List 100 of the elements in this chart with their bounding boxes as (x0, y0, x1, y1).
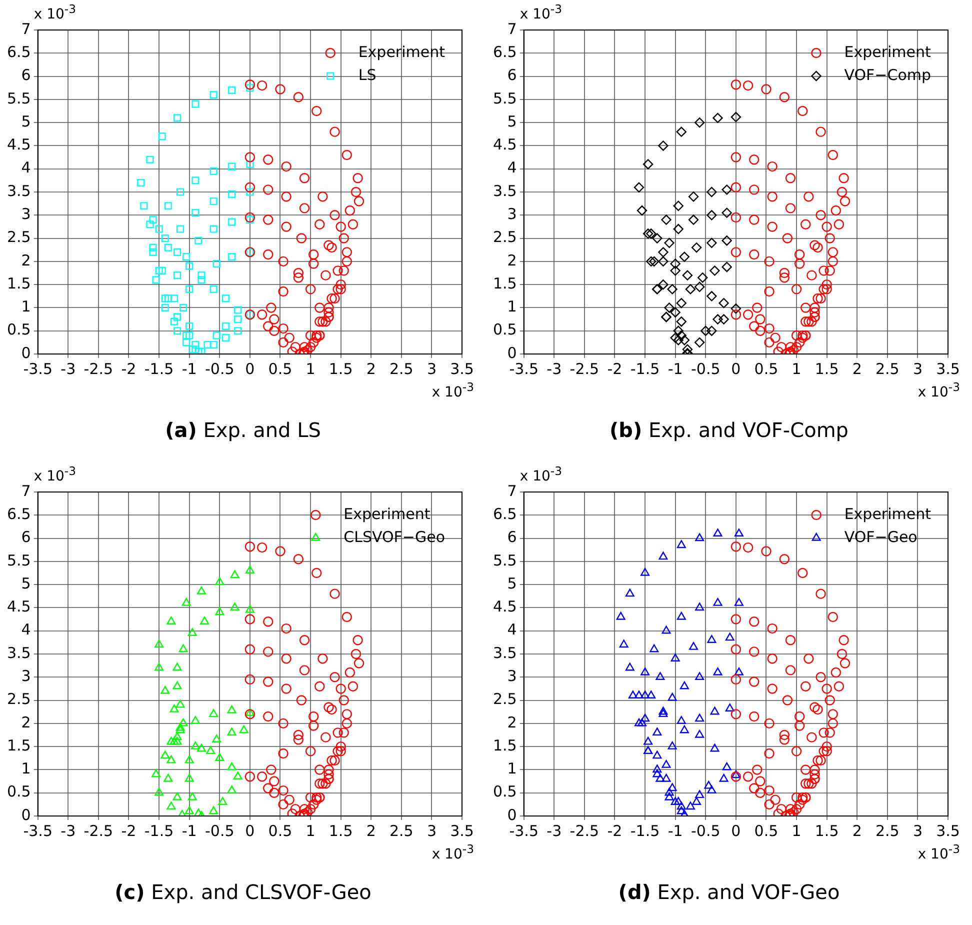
point (215, 607, 224, 616)
y-tick-label: 6.5 (492, 505, 517, 524)
point (245, 604, 254, 613)
point (178, 718, 188, 726)
y-tick-label: 6 (507, 66, 517, 84)
x-tick-label: 3 (426, 822, 436, 840)
point (160, 750, 170, 759)
y-tick-label: 4 (507, 620, 517, 639)
x-tick-label: 2.5 (389, 360, 414, 378)
x-tick-label: -3 (60, 822, 76, 840)
point (245, 566, 254, 574)
y-tick-label: 2 (507, 251, 517, 270)
x-tick-label: -2.5 (84, 360, 114, 378)
text: (b) Exp. and VOF-Comp (608, 418, 850, 442)
x-tick-label: 2.5 (875, 822, 900, 840)
y-tick-label: 4 (21, 158, 31, 177)
point (196, 586, 206, 594)
y-tick-label: 5 (21, 574, 31, 592)
y-tick-label: 7 (507, 482, 517, 500)
x-tick-label: 3.5 (936, 360, 960, 378)
y-tick-label: 3 (21, 667, 31, 686)
x-tick-label: -3 (546, 360, 562, 378)
y-tick-label: 3.5 (492, 182, 517, 200)
x-tick-label: 0.5 (754, 822, 778, 840)
point (227, 785, 236, 794)
x-tick-label: -1.5 (144, 822, 174, 840)
y-tick-label: 6.5 (492, 43, 517, 62)
point (194, 808, 203, 816)
point (176, 700, 185, 708)
point (166, 736, 176, 745)
x-tick-label: 3.5 (936, 822, 960, 840)
x-tick-label: -3.5 (509, 822, 538, 840)
x-axis-title: x 10$^{-3}$ (918, 380, 960, 401)
legend-label: Experiment (844, 42, 931, 61)
point (154, 662, 164, 671)
y-tick-label: 5 (507, 574, 517, 592)
x-tick-label: -1.5 (630, 822, 660, 840)
y-tick-label: 0.5 (6, 782, 31, 801)
point (164, 774, 173, 782)
y-tick-label: 7 (507, 20, 517, 38)
x-tick-label: 2 (852, 360, 862, 378)
point (209, 806, 218, 814)
y-tick-label: 7 (21, 20, 31, 38)
x-tick-label: -2 (607, 822, 622, 840)
legend-label: LS (358, 66, 376, 84)
point (188, 792, 197, 800)
point (209, 709, 218, 718)
y-tick-label: 0.5 (6, 320, 31, 339)
y-tick-label: 3.5 (492, 644, 517, 662)
x-tick-label: 1 (306, 360, 316, 378)
point (188, 628, 197, 636)
y-tick-label: 5.5 (6, 89, 31, 108)
x-tick-label: 1.5 (814, 360, 839, 378)
x-tick-label: -1 (668, 822, 683, 840)
y-tick-label: 3.5 (6, 644, 31, 662)
y-tick-label: 1 (507, 298, 517, 316)
x-tick-label: 1.5 (328, 360, 353, 378)
legend-label: CLSVOF−Geo (344, 528, 446, 546)
y-tick-label: 6.5 (6, 43, 31, 62)
y-tick-label: 1.5 (492, 736, 517, 754)
y-tick-label: 1 (507, 760, 517, 778)
x-tick-label: 3 (912, 822, 922, 840)
y-tick-label: 5 (21, 112, 31, 130)
x-tick-label: 2 (366, 822, 376, 840)
x-tick-label: -1.5 (144, 360, 174, 378)
y-tick-label: 3 (507, 205, 517, 224)
y-tick-label: 4.5 (6, 136, 31, 154)
text: (a) Exp. and LS (164, 418, 322, 442)
x-axis-title: x 10$^{-3}$ (918, 842, 960, 863)
point (200, 616, 209, 624)
y-tick-label: 2.5 (6, 228, 31, 246)
x-tick-label: -0.5 (204, 822, 234, 840)
point (172, 792, 182, 800)
x-tick-label: -2.5 (570, 360, 600, 378)
x-tick-label: -2.5 (84, 822, 114, 840)
y-tick-label: 1.5 (6, 274, 31, 292)
x-tick-label: -3 (60, 360, 76, 378)
point (184, 755, 194, 764)
legend-label: VOF−Comp (844, 66, 932, 84)
point (166, 802, 176, 810)
point (178, 644, 188, 652)
x-tick-label: 0 (731, 822, 741, 840)
point (152, 769, 161, 778)
y-tick-label: 4 (507, 158, 517, 177)
x-axis-title: x 10$^{-3}$ (432, 380, 474, 401)
x-tick-label: -1 (182, 360, 197, 378)
point (176, 725, 185, 734)
point (215, 577, 224, 586)
x-tick-label: -2 (121, 360, 136, 378)
x-axis-title: x 10$^{-3}$ (432, 842, 474, 863)
y-tick-label: 5.5 (492, 89, 517, 108)
x-tick-label: -3.5 (23, 360, 52, 378)
text: (d) Exp. and VOF-Geo (617, 880, 841, 904)
x-tick-label: 3.5 (450, 360, 474, 378)
y-axis-title: x 10$^{-3}$ (520, 464, 562, 485)
point (215, 753, 224, 761)
y-tick-label: 4 (21, 620, 31, 639)
legend-label: Experiment (344, 504, 430, 523)
point (218, 797, 228, 805)
y-tick-label: 1 (21, 298, 31, 316)
